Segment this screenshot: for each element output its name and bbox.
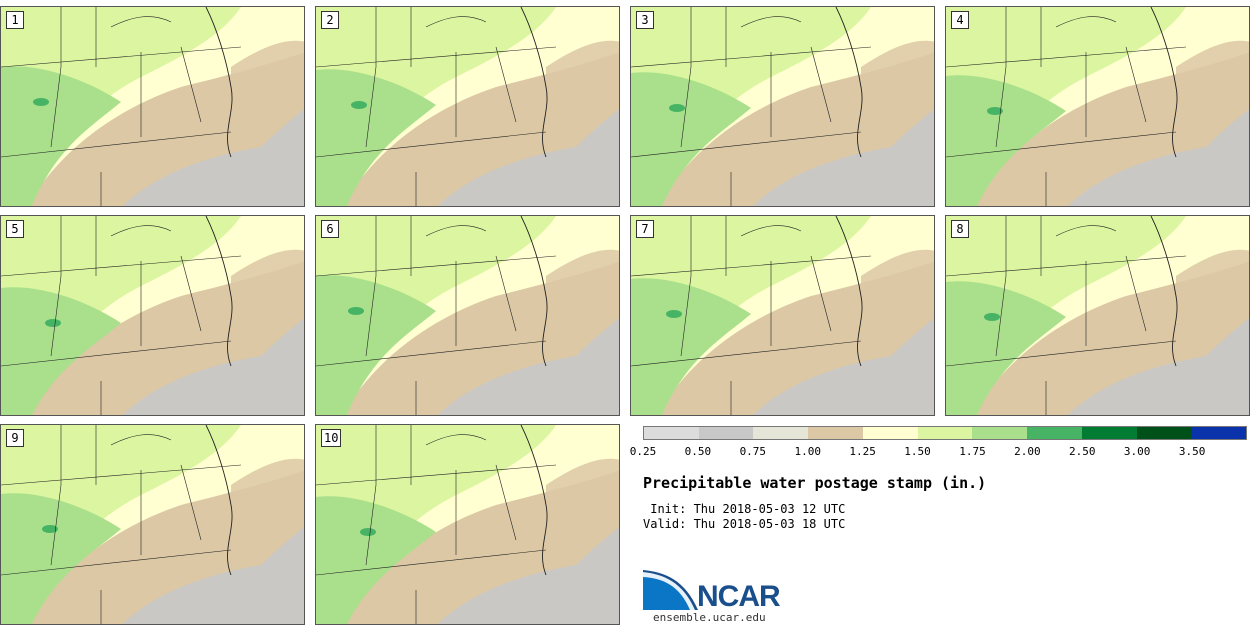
colorbar-tick-label: 1.75 (959, 445, 986, 458)
colorbar-segment-5 (917, 427, 973, 439)
precipitable-water-map (1, 216, 304, 415)
colorbar-tick-label: 2.00 (1014, 445, 1041, 458)
member-label: 9 (6, 429, 24, 447)
member-label: 10 (321, 429, 342, 447)
member-label: 6 (321, 220, 339, 238)
colorbar-tick-label: 3.00 (1123, 445, 1151, 458)
member-label: 8 (951, 220, 969, 238)
member-label: 2 (321, 11, 339, 29)
precipitable-water-map (1, 7, 304, 206)
precipitable-water-map (316, 216, 619, 415)
map-panel-9: 9 (0, 424, 305, 625)
member-label: 3 (636, 11, 654, 29)
map-panel-2: 2 (315, 6, 620, 207)
map-panel-3: 3 (630, 6, 935, 207)
member-label: 7 (636, 220, 654, 238)
colorbar-segment-6 (972, 427, 1028, 439)
precipitable-water-map (946, 216, 1249, 415)
colorbar-tick-label: 0.50 (684, 445, 712, 458)
colorbar-tick-label: 1.50 (904, 445, 931, 458)
colorbar-segment-0 (644, 427, 699, 439)
member-label: 1 (6, 11, 24, 29)
colorbar-tick-label: 0.75 (739, 445, 767, 458)
precipitable-water-map (1, 425, 304, 624)
map-panel-1: 1 (0, 6, 305, 207)
colorbar (643, 426, 1247, 440)
map-panel-10: 10 (315, 424, 620, 625)
map-panel-7: 7 (630, 215, 935, 416)
member-label: 4 (951, 11, 969, 29)
precipitable-water-map (316, 425, 619, 624)
ensemble-url: ensemble.ucar.edu (653, 611, 766, 624)
map-panel-4: 4 (945, 6, 1250, 207)
colorbar-tick-label: 1.00 (794, 445, 821, 458)
colorbar-tick-label: 0.25 (629, 445, 657, 458)
colorbar-segment-7 (1027, 427, 1082, 439)
colorbar-segment-1 (698, 427, 754, 439)
init-time: Init: Thu 2018-05-03 12 UTC (643, 502, 846, 516)
colorbar-tick-label: 2.50 (1069, 445, 1096, 458)
valid-time: Valid: Thu 2018-05-03 18 UTC (643, 517, 846, 531)
colorbar-segment-9 (1136, 427, 1192, 439)
map-panel-5: 5 (0, 215, 305, 416)
colorbar-segment-3 (808, 427, 863, 439)
precipitable-water-map (316, 7, 619, 206)
chart-title: Precipitable water postage stamp (in.) (643, 474, 987, 492)
member-label: 5 (6, 220, 24, 238)
colorbar-tick-label: 1.25 (849, 445, 876, 458)
precipitable-water-map (946, 7, 1249, 206)
ncar-logo-text: NCAR (697, 580, 781, 613)
colorbar-segment-2 (753, 427, 809, 439)
colorbar-segment-10 (1191, 427, 1247, 439)
ncar-logo-icon (643, 570, 698, 610)
precipitable-water-map (631, 7, 934, 206)
precipitable-water-map (631, 216, 934, 415)
map-panel-6: 6 (315, 215, 620, 416)
colorbar-segment-4 (862, 427, 918, 439)
colorbar-segment-8 (1081, 427, 1137, 439)
colorbar-tick-label: 3.50 (1178, 445, 1206, 458)
map-panel-8: 8 (945, 215, 1250, 416)
